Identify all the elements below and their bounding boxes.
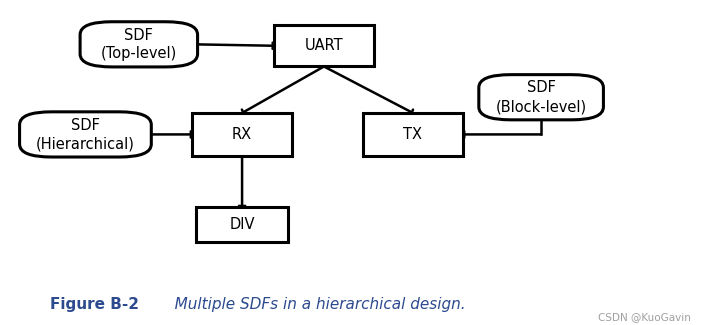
Text: SDF
(Block-level): SDF (Block-level) xyxy=(496,81,587,114)
Text: TX: TX xyxy=(404,127,422,142)
FancyBboxPatch shape xyxy=(274,25,374,67)
Text: SDF
(Hierarchical): SDF (Hierarchical) xyxy=(36,118,135,151)
Text: RX: RX xyxy=(232,127,252,142)
FancyBboxPatch shape xyxy=(20,112,151,157)
Text: Figure B-2: Figure B-2 xyxy=(50,297,139,312)
Text: SDF
(Top-level): SDF (Top-level) xyxy=(100,28,177,61)
FancyBboxPatch shape xyxy=(363,113,463,156)
Text: Multiple SDFs in a hierarchical design.: Multiple SDFs in a hierarchical design. xyxy=(160,297,466,312)
Text: DIV: DIV xyxy=(229,217,255,232)
Text: CSDN @KuoGavin: CSDN @KuoGavin xyxy=(598,312,691,322)
FancyBboxPatch shape xyxy=(478,75,604,120)
Text: UART: UART xyxy=(305,38,343,53)
FancyBboxPatch shape xyxy=(196,207,288,242)
FancyBboxPatch shape xyxy=(192,113,292,156)
FancyBboxPatch shape xyxy=(80,22,198,67)
